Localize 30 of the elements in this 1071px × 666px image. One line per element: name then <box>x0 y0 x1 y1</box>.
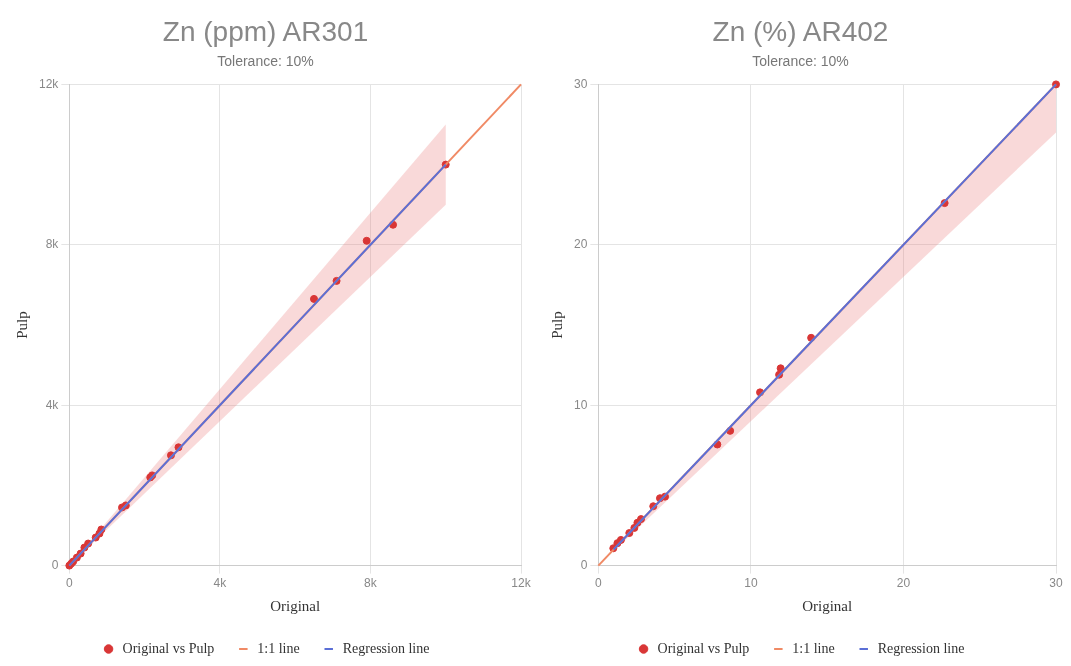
legend-label: 1:1 line <box>257 640 300 656</box>
x-tick-label: 30 <box>1049 576 1063 591</box>
legend-label: Original vs Pulp <box>657 640 750 656</box>
y-axis-title: Pulp <box>13 311 30 339</box>
chart-subtitle: Tolerance: 10% <box>752 52 849 69</box>
y-tick-label: 12k <box>38 76 60 91</box>
chart-subtitle: Tolerance: 10% <box>217 52 314 69</box>
x-tick-label: 12k <box>511 576 532 591</box>
x-tick-label: 8k <box>364 576 378 591</box>
chart-title: Zn (ppm) AR301 <box>162 15 369 47</box>
x-axis-title: Original <box>270 597 321 614</box>
x-axis-title: Original <box>802 597 853 614</box>
legend-label: Original vs Pulp <box>122 640 215 656</box>
x-tick-label: 10 <box>744 576 758 591</box>
y-tick-label: 0 <box>580 557 588 572</box>
x-tick-label: 0 <box>595 576 602 591</box>
x-tick-label: 4k <box>213 576 228 591</box>
legend-label: Regression line <box>342 640 430 656</box>
y-tick-label: 8k <box>45 237 60 252</box>
y-axis-title: Pulp <box>548 311 565 339</box>
y-tick-label: 20 <box>573 237 588 252</box>
x-tick-label: 20 <box>896 576 911 591</box>
y-tick-label: 30 <box>573 76 588 91</box>
y-tick-label: 10 <box>573 397 588 412</box>
x-tick-label: 0 <box>66 576 73 591</box>
legend-label: 1:1 line <box>792 640 835 656</box>
y-tick-label: 0 <box>51 557 59 572</box>
y-tick-label: 4k <box>45 397 60 412</box>
chart-title: Zn (%) AR402 <box>712 15 889 47</box>
legend-label: Regression line <box>877 640 965 656</box>
